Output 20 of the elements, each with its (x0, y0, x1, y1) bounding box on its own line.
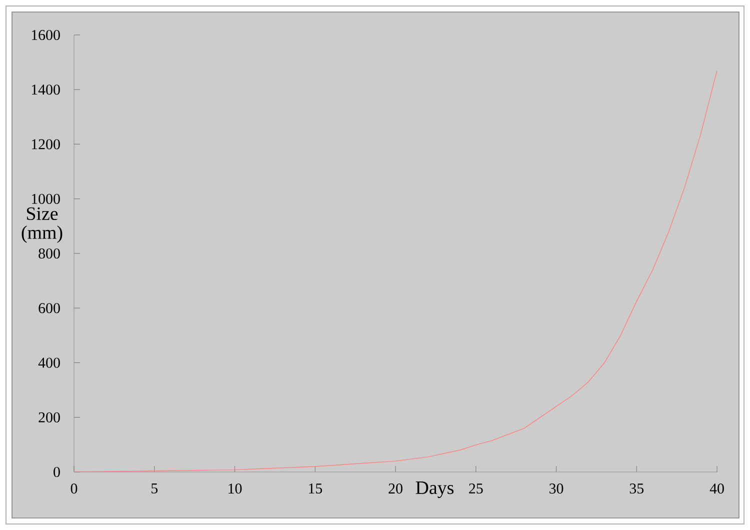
y-tick-label: 800 (38, 248, 60, 259)
y-tick-label: 1600 (32, 30, 60, 40)
x-tick-label: 20 (388, 484, 402, 494)
y-tick-label: 1200 (32, 139, 60, 150)
y-tick-label: 0 (54, 466, 60, 478)
x-axis-title: Days (416, 482, 454, 498)
x-tick-label: 35 (630, 484, 644, 494)
x-tick-label: 0 (70, 484, 78, 494)
y-tick-label: 600 (38, 303, 60, 314)
y-tick-label: 1000 (32, 194, 60, 204)
y-tick-label: 400 (38, 358, 60, 368)
x-tick-label: 15 (308, 484, 322, 494)
y-tick-label: 1400 (32, 84, 60, 95)
x-tick-label: 25 (469, 484, 483, 494)
y-tick-label: 200 (38, 412, 60, 422)
x-tick-label: 5 (152, 484, 158, 494)
y-axis-title: Size (mm) (22, 207, 62, 243)
x-tick-label: 30 (550, 484, 564, 494)
x-tick-label: 40 (710, 484, 724, 494)
x-tick-label: 10 (228, 484, 242, 494)
